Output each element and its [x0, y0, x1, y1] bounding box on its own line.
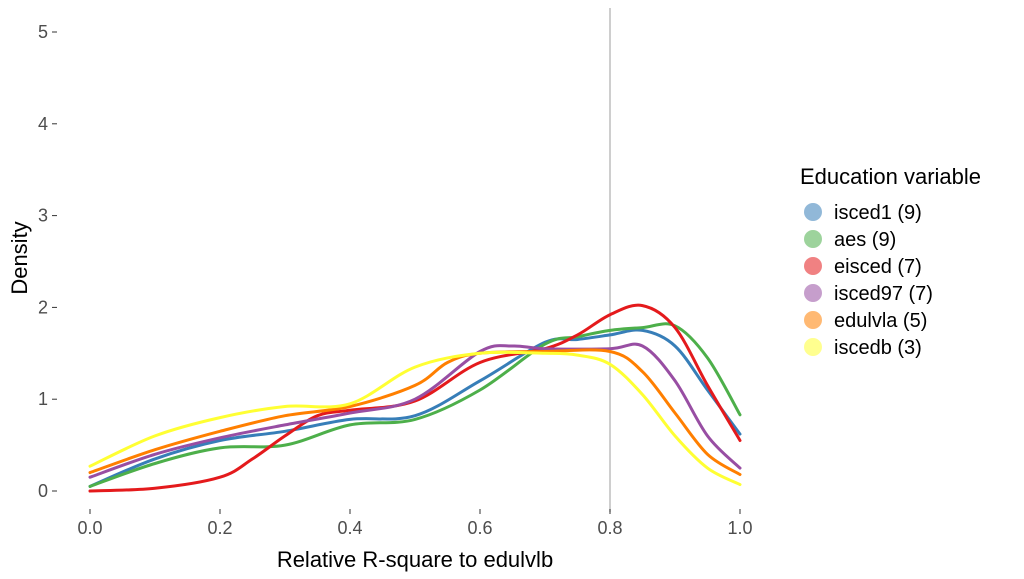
- legend: Education variable isced1 (9) aes (9) eisc…: [800, 164, 981, 359]
- series-line-1: [88, 322, 742, 488]
- legend-key: [804, 230, 822, 248]
- y-tick-label: 4: [38, 114, 48, 134]
- legend-label: edulvla (5): [834, 310, 927, 332]
- y-tick-label: 1: [38, 389, 48, 409]
- legend-title: Education variable: [800, 164, 981, 189]
- series-line-3: [88, 342, 742, 479]
- x-axis-title: Relative R-square to edulvlb: [277, 547, 553, 572]
- series-layer: [88, 303, 742, 493]
- x-tick-label: 0.4: [337, 518, 362, 538]
- x-axis: 0.0 0.2 0.4 0.6 0.8 1.0: [77, 509, 753, 538]
- x-tick-label: 0.8: [597, 518, 622, 538]
- y-tick-label: 0: [38, 481, 48, 501]
- series-line-2: [88, 303, 742, 493]
- x-tick-label: 1.0: [727, 518, 752, 538]
- y-tick-label: 2: [38, 297, 48, 317]
- x-tick-label: 0.6: [467, 518, 492, 538]
- legend-key: [804, 311, 822, 329]
- y-tick-label: 5: [38, 22, 48, 42]
- legend-key: [804, 257, 822, 275]
- legend-label: iscedb (3): [834, 337, 922, 359]
- legend-key: [804, 284, 822, 302]
- legend-key: [804, 203, 822, 221]
- series-line-5: [88, 350, 742, 487]
- x-tick-label: 0.2: [207, 518, 232, 538]
- legend-label: isced97 (7): [834, 283, 933, 305]
- y-axis-title: Density: [7, 221, 32, 294]
- legend-label: aes (9): [834, 229, 896, 251]
- y-axis: 0 1 2 3 4 5: [38, 22, 57, 501]
- legend-key: [804, 338, 822, 356]
- legend-label: isced1 (9): [834, 202, 922, 224]
- x-tick-label: 0.0: [77, 518, 102, 538]
- series-line-0: [88, 328, 742, 488]
- y-tick-label: 3: [38, 206, 48, 226]
- legend-label: eisced (7): [834, 256, 922, 278]
- series-line-4: [88, 348, 742, 476]
